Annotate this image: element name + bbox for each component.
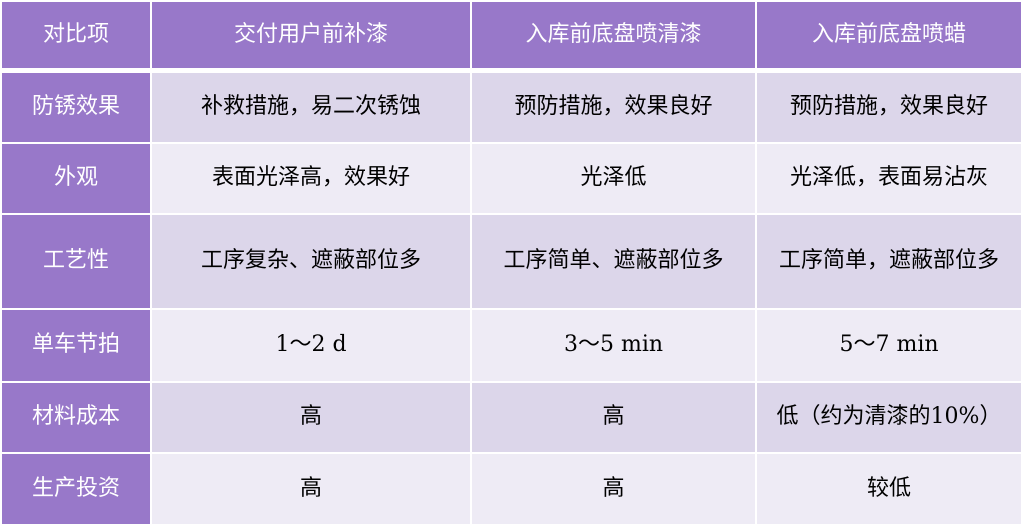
table-row: 工艺性 工序复杂、遮蔽部位多 工序简单、遮蔽部位多 工序简单，遮蔽部位多 xyxy=(0,212,1021,310)
table-cell: 高 xyxy=(150,451,472,526)
row-label: 防锈效果 xyxy=(0,69,152,144)
table-cell: 光泽低 xyxy=(470,141,757,215)
table-cell: 高 xyxy=(470,451,757,526)
row-label: 外观 xyxy=(0,141,152,215)
table-cell: 5～7 min xyxy=(755,307,1021,383)
header-cell: 入库前底盘喷清漆 xyxy=(470,0,757,73)
header-row: 对比项 交付用户前补漆 入库前底盘喷清漆 入库前底盘喷蜡 xyxy=(0,0,1021,73)
table-cell: 较低 xyxy=(755,451,1021,526)
table-cell: 补救措施，易二次锈蚀 xyxy=(150,69,472,144)
table-cell: 高 xyxy=(470,380,757,454)
table-row: 外观 表面光泽高，效果好 光泽低 光泽低，表面易沾灰 xyxy=(0,141,1021,215)
table-cell: 预防措施，效果良好 xyxy=(470,69,757,144)
table-row: 生产投资 高 高 较低 xyxy=(0,451,1021,526)
table-cell: 高 xyxy=(150,380,472,454)
table-cell: 低（约为清漆的10%） xyxy=(755,380,1021,454)
table-cell: 工序简单，遮蔽部位多 xyxy=(755,212,1021,310)
table-cell: 光泽低，表面易沾灰 xyxy=(755,141,1021,215)
table-row: 单车节拍 1～2 d 3～5 min 5～7 min xyxy=(0,307,1021,383)
header-cell: 对比项 xyxy=(0,0,152,73)
table-cell: 工序复杂、遮蔽部位多 xyxy=(150,212,472,310)
table-row: 防锈效果 补救措施，易二次锈蚀 预防措施，效果良好 预防措施，效果良好 xyxy=(0,69,1021,144)
table-cell: 工序简单、遮蔽部位多 xyxy=(470,212,757,310)
row-label: 材料成本 xyxy=(0,380,152,454)
row-label: 单车节拍 xyxy=(0,307,152,383)
table-cell: 表面光泽高，效果好 xyxy=(150,141,472,215)
table-cell: 预防措施，效果良好 xyxy=(755,69,1021,144)
table-row: 材料成本 高 高 低（约为清漆的10%） xyxy=(0,380,1021,454)
table-cell: 1～2 d xyxy=(150,307,472,383)
row-label: 生产投资 xyxy=(0,451,152,526)
header-cell: 交付用户前补漆 xyxy=(150,0,472,73)
row-label: 工艺性 xyxy=(0,212,152,310)
table-cell: 3～5 min xyxy=(470,307,757,383)
header-cell: 入库前底盘喷蜡 xyxy=(755,0,1021,73)
